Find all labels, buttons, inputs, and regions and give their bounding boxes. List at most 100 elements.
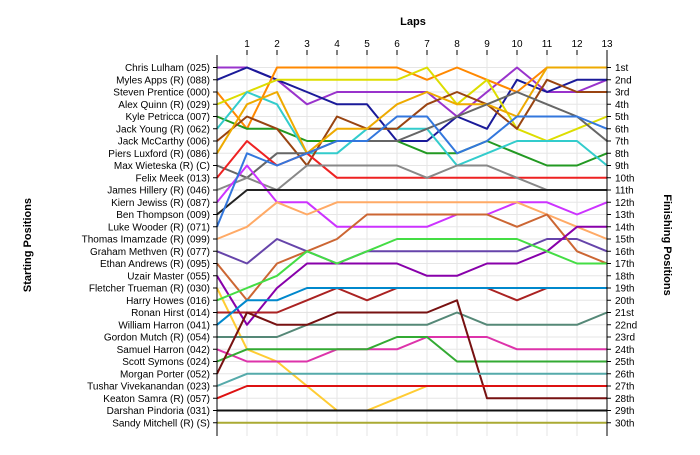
series-line-23 [217, 311, 608, 338]
x-tick-label: 9 [484, 39, 490, 50]
x-tick-label: 11 [542, 39, 553, 50]
finish-label: 29th [615, 406, 634, 417]
series-line-5 [216, 115, 608, 167]
series-line-12 [216, 164, 608, 228]
driver-label: Ben Thompson (009) [116, 210, 210, 221]
series-line-24 [216, 336, 607, 363]
series-line-15 [216, 201, 608, 240]
driver-label: Jack Young (R) (062) [116, 124, 210, 135]
x-tick-label: 4 [334, 39, 340, 50]
finish-label: 18th [615, 271, 634, 282]
x-tick-label: 8 [454, 39, 460, 50]
finish-label: 23rd [615, 333, 635, 344]
series-line-26 [216, 299, 607, 400]
finish-label: 6th [615, 124, 629, 135]
series-line-22 [216, 287, 607, 326]
finish-label: 3rd [615, 88, 629, 99]
finish-label: 30th [615, 418, 634, 429]
x-tick-label: 13 [601, 39, 613, 50]
finish-label: 11th [615, 186, 634, 197]
finish-label: 19th [615, 284, 634, 295]
driver-label: Darshan Pindoria (031) [107, 406, 210, 417]
driver-label: Kiern Jewiss (R) (087) [111, 198, 210, 209]
driver-label: Myles Apps (R) (088) [116, 75, 210, 86]
driver-label: William Harron (041) [118, 320, 210, 331]
finish-label: 9th [615, 161, 629, 172]
x-tick-label: 6 [394, 39, 400, 50]
driver-label: Chris Lulham (025) [125, 63, 210, 74]
driver-label: Samuel Harron (042) [117, 345, 210, 356]
finish-label: 2nd [615, 75, 632, 86]
driver-label: Sandy Mitchell (R) (S) [112, 418, 210, 429]
series-line-4 [216, 66, 608, 142]
finish-label: 5th [615, 112, 629, 123]
driver-label: Tushar Vivekanandan (023) [87, 382, 210, 393]
x-tick-label: 1 [244, 39, 250, 50]
finish-label: 27th [615, 382, 634, 393]
axes [213, 50, 611, 436]
x-tick-label: 10 [511, 39, 523, 50]
finish-label: 26th [615, 369, 634, 380]
finish-label: 13th [615, 210, 634, 221]
driver-label: Ethan Andrews (R) (095) [100, 259, 210, 270]
driver-label: Graham Methven (R) (077) [90, 247, 210, 258]
series-line-13 [216, 189, 607, 216]
finish-label: 1st [615, 63, 629, 74]
left-axis-title: Starting Positions [22, 198, 34, 292]
driver-label: Morgan Porter (052) [120, 369, 210, 380]
finish-label: 16th [615, 247, 634, 258]
finish-label: 15th [615, 235, 634, 246]
driver-label: Thomas Imamzade (R) (099) [82, 235, 210, 246]
finish-label: 12th [615, 198, 634, 209]
driver-label: Alex Quinn (R) (029) [118, 100, 210, 111]
x-tick-label: 5 [364, 39, 370, 50]
driver-label: James Hillery (R) (046) [107, 186, 210, 197]
driver-label: Felix Meek (013) [136, 173, 210, 184]
x-tick-label: 7 [424, 39, 430, 50]
series-line-11 [216, 164, 607, 191]
chart-title: Laps [400, 16, 426, 28]
driver-label: Uzair Master (055) [127, 271, 210, 282]
driver-label: Kyle Petricca (007) [126, 112, 210, 123]
finish-label: 20th [615, 296, 634, 307]
gridlines [217, 55, 608, 436]
driver-label: Max Wieteska (R) (C) [114, 161, 210, 172]
series-lines [216, 66, 608, 424]
plot-area [217, 55, 607, 436]
series-line-28 [216, 385, 607, 400]
x-tick-label: 3 [304, 39, 310, 50]
driver-label: Steven Prentice (000) [113, 88, 210, 99]
driver-label: Piers Luxford (R) (086) [108, 149, 210, 160]
finish-label: 21st [615, 308, 634, 319]
finish-label: 7th [615, 137, 629, 148]
series-line-25 [216, 336, 607, 363]
finish-label: 22nd [615, 320, 637, 331]
driver-label: Keaton Samra (R) (057) [103, 394, 210, 405]
x-tick-label: 12 [571, 39, 583, 50]
right-axis-title: Finishing Positions [661, 194, 673, 295]
series-line-16 [216, 238, 608, 265]
driver-label: Scott Symons (024) [122, 357, 210, 368]
driver-label: Luke Wooder (R) (071) [108, 222, 210, 233]
series-line-6 [216, 91, 608, 167]
finish-label: 14th [615, 222, 634, 233]
series-line-27 [216, 372, 607, 387]
finish-label: 4th [615, 100, 629, 111]
driver-label: Fletcher Trueman (R) (030) [89, 284, 210, 295]
series-line-17 [216, 213, 608, 302]
driver-label: Gordon Mutch (R) (054) [104, 333, 210, 344]
series-line-18 [216, 225, 607, 326]
finish-label: 25th [615, 357, 634, 368]
finish-label: 10th [615, 173, 634, 184]
finish-label: 8th [615, 149, 629, 160]
series-line-8 [216, 66, 607, 155]
x-tick-label: 2 [274, 39, 280, 50]
series-line-14 [216, 115, 608, 228]
series-line-20 [216, 238, 607, 302]
finish-label: 17th [615, 259, 634, 270]
driver-label: Harry Howes (016) [126, 296, 210, 307]
driver-label: Ronan Hirst (014) [131, 308, 210, 319]
